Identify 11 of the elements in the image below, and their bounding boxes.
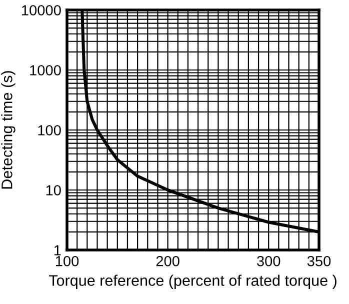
y-axis-title: Detecting time (s): [1, 71, 16, 189]
y-tick-label: 10000: [22, 5, 61, 16]
y-tick-label: 10: [46, 185, 61, 196]
y-tick-label: 1000: [30, 65, 61, 76]
x-tick-label: 300: [256, 256, 280, 266]
y-tick-label: 1: [54, 245, 61, 256]
x-tick-label: 200: [156, 256, 180, 266]
x-tick-label: 350: [307, 256, 331, 266]
y-tick-label: 100: [38, 125, 61, 136]
x-tick-label: 100: [56, 256, 79, 266]
x-axis-title: Torque reference (percent of rated torque ): [48, 274, 336, 289]
